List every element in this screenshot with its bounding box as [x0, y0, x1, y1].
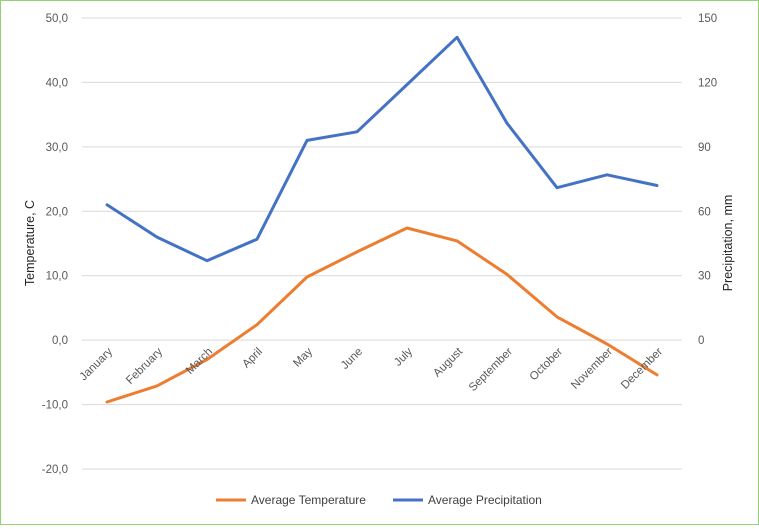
left-tick-label: -10,0: [42, 400, 68, 412]
left-tick-label: 30,0: [46, 142, 68, 154]
legend-label-precipitation: Average Precipitation: [428, 493, 542, 507]
category-label: January: [78, 346, 116, 384]
precipitation-line: [105, 35, 659, 263]
category-label: May: [291, 346, 315, 370]
category-label: February: [124, 346, 165, 387]
series-lines: [105, 35, 659, 404]
right-tick-label: 90: [698, 142, 711, 154]
right-axis-ticks: 0 30 60 90 120 150: [698, 13, 717, 347]
right-axis-title: Precipitation, mm: [721, 195, 735, 292]
left-tick-label: 50,0: [46, 13, 68, 25]
left-axis-ticks: -20,0 -10,0 0,0 10,0 20,0 30,0 40,0 50,0: [42, 13, 68, 476]
category-label: September: [467, 346, 515, 394]
left-tick-label: 40,0: [46, 77, 68, 89]
category-labels: January February March April May June July Augu…: [78, 345, 666, 394]
category-label: March: [184, 346, 215, 377]
right-tick-label: 30: [698, 271, 711, 283]
category-label: October: [528, 346, 566, 384]
right-tick-label: 0: [698, 335, 704, 347]
category-label: April: [240, 346, 265, 371]
left-tick-label: 10,0: [46, 271, 68, 283]
left-axis-title: Temperature, C: [23, 200, 37, 286]
legend-label-temperature: Average Temperature: [251, 493, 366, 507]
left-tick-label: -20,0: [42, 464, 68, 476]
category-label: June: [339, 346, 365, 372]
gridlines: [82, 17, 682, 470]
category-label: August: [431, 345, 465, 379]
category-label: December: [619, 346, 665, 392]
legend: Average Temperature Average Precipitatio…: [216, 493, 542, 507]
category-label: November: [569, 346, 615, 392]
right-tick-label: 60: [698, 206, 711, 218]
temperature-line: [105, 226, 659, 404]
right-tick-label: 150: [698, 13, 717, 25]
right-tick-label: 120: [698, 77, 717, 89]
left-tick-label: 0,0: [52, 335, 68, 347]
category-label: July: [392, 346, 415, 369]
left-tick-label: 20,0: [46, 206, 68, 218]
